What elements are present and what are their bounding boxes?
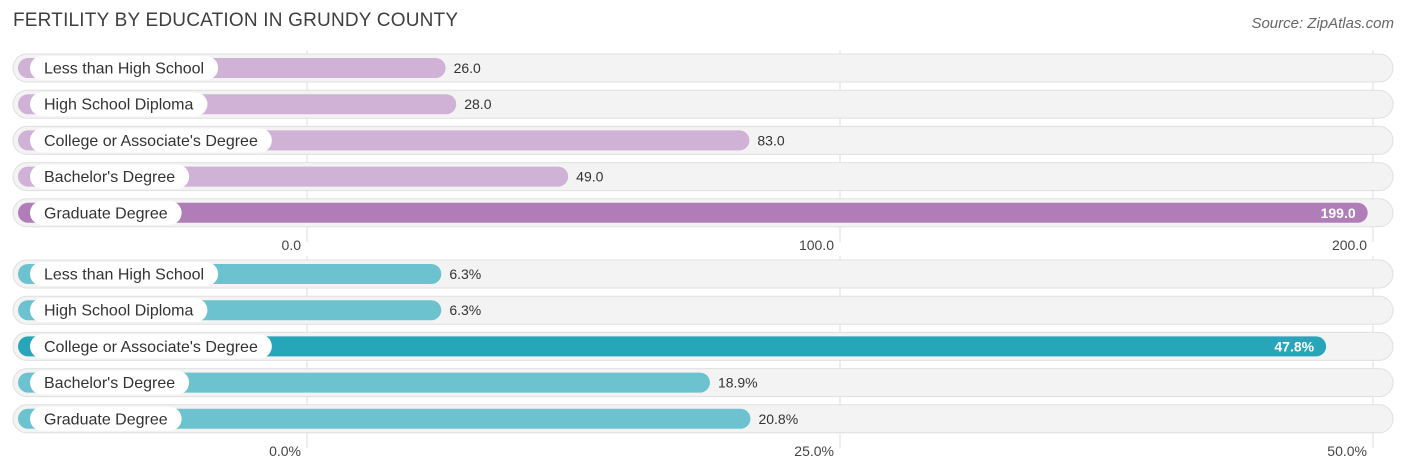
bar bbox=[18, 336, 1327, 357]
value-label: 28.0 bbox=[464, 96, 491, 112]
category-label: Graduate Degree bbox=[44, 411, 168, 428]
tick-label: 25.0% bbox=[794, 443, 834, 459]
category-label-pill bbox=[30, 370, 190, 395]
tick-label: 0.0 bbox=[282, 237, 302, 253]
category-label: High School Diploma bbox=[44, 97, 194, 114]
chart-title: FERTILITY BY EDUCATION IN GRUNDY COUNTY bbox=[13, 10, 459, 31]
category-label-pill bbox=[30, 406, 182, 431]
tick-label: 100.0 bbox=[799, 237, 834, 253]
category-label: College or Associate's Degree bbox=[44, 339, 258, 356]
value-label: 83.0 bbox=[757, 132, 784, 148]
value-label: 199.0 bbox=[1321, 205, 1356, 221]
category-label-pill bbox=[30, 128, 272, 153]
value-label: 18.9% bbox=[718, 375, 758, 391]
category-label: Graduate Degree bbox=[44, 205, 168, 222]
category-label: High School Diploma bbox=[44, 303, 194, 320]
tick-label: 0.0% bbox=[269, 443, 301, 459]
category-label-pill bbox=[30, 92, 208, 117]
category-label: Less than High School bbox=[44, 267, 204, 284]
bar bbox=[18, 202, 1368, 223]
value-label: 6.3% bbox=[449, 266, 481, 282]
category-label-pill bbox=[30, 262, 219, 286]
category-label-pill bbox=[30, 200, 182, 225]
value-label: 6.3% bbox=[449, 302, 481, 318]
category-label: Less than High School bbox=[44, 61, 204, 78]
category-label-pill bbox=[30, 164, 190, 189]
category-label: Bachelor's Degree bbox=[44, 375, 175, 392]
value-label: 26.0 bbox=[454, 60, 481, 76]
category-label: Bachelor's Degree bbox=[44, 169, 175, 186]
value-label: 49.0 bbox=[576, 169, 603, 185]
category-label-pill bbox=[30, 298, 208, 323]
category-label: College or Associate's Degree bbox=[44, 133, 258, 150]
bar bbox=[18, 408, 751, 429]
value-label: 20.8% bbox=[758, 411, 798, 427]
category-label-pill bbox=[30, 56, 219, 80]
source-note: Source: ZipAtlas.com bbox=[1251, 15, 1394, 32]
category-label-pill bbox=[30, 334, 272, 359]
tick-label: 50.0% bbox=[1327, 443, 1367, 459]
tick-label: 200.0 bbox=[1332, 237, 1367, 253]
value-label: 47.8% bbox=[1274, 338, 1314, 354]
bar bbox=[18, 372, 710, 393]
